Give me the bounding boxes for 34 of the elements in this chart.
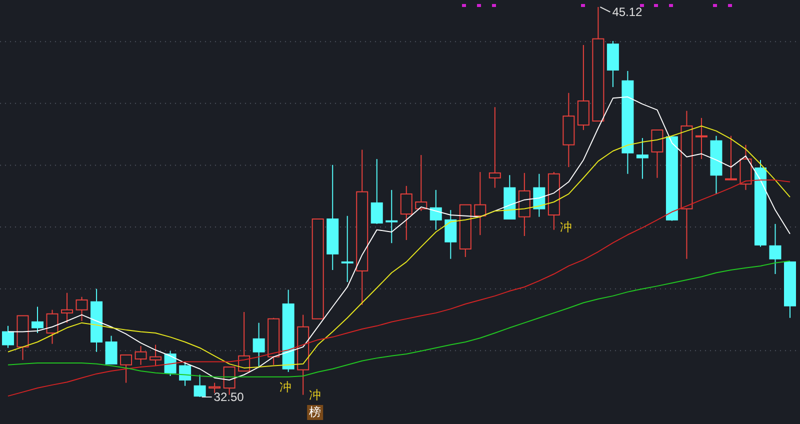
candlestick xyxy=(651,129,664,178)
annotation: 45.12 xyxy=(612,5,643,19)
annotation: 冲 xyxy=(560,220,572,234)
annotation: 32.50 xyxy=(214,390,244,404)
candlestick xyxy=(341,215,354,283)
candlestick xyxy=(695,117,708,160)
candlestick xyxy=(252,322,265,368)
candlestick xyxy=(194,374,206,398)
candlestick xyxy=(415,154,428,212)
candlestick xyxy=(386,189,398,244)
annotation: 冲 xyxy=(280,380,292,394)
annotation: 冲 xyxy=(309,388,322,402)
candlestick xyxy=(2,325,14,348)
candlestick xyxy=(724,135,737,181)
candlestick xyxy=(769,223,782,275)
candlestick xyxy=(208,382,221,394)
candlestick xyxy=(61,292,74,324)
candlestick xyxy=(444,210,457,260)
candlestick xyxy=(120,354,132,384)
candlestick xyxy=(32,306,44,334)
candlestick xyxy=(430,189,442,230)
candlestick xyxy=(134,346,147,366)
candlestick xyxy=(488,106,501,188)
candlestick xyxy=(636,138,648,180)
candlestick xyxy=(150,344,162,366)
text: 榜 xyxy=(309,405,322,419)
candlestick xyxy=(105,335,118,364)
candlestick xyxy=(164,350,176,376)
candlestick xyxy=(474,172,486,236)
candlestick xyxy=(400,185,412,241)
candlestick xyxy=(46,309,58,344)
candlestick xyxy=(533,173,546,218)
candlestick xyxy=(370,158,383,224)
candlestick xyxy=(76,296,88,322)
